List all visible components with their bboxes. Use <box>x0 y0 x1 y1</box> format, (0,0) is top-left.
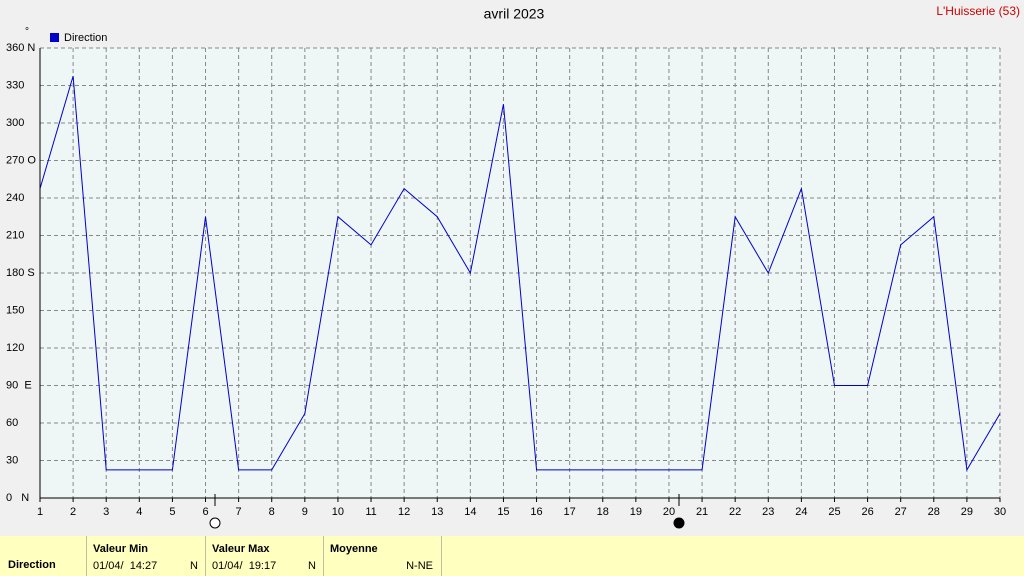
x-tick-label: 27 <box>895 506 907 518</box>
x-tick-label: 11 <box>365 506 376 518</box>
x-tick-label: 7 <box>236 506 242 518</box>
y-tick-label: 360 N <box>6 42 35 54</box>
legend-swatch <box>50 33 59 42</box>
stat-value: N <box>190 560 198 572</box>
location: L'Huisserie (53) <box>936 4 1020 18</box>
x-tick-label: 5 <box>169 506 175 518</box>
x-tick-label: 13 <box>431 506 443 518</box>
x-tick-label: 9 <box>302 506 308 518</box>
stats-table: Direction Valeur Min 01/04/ 14:27 N Vale… <box>0 536 1024 576</box>
x-tick-label: 26 <box>861 506 873 518</box>
stat-date: 01/04/ 14:27 <box>93 560 158 572</box>
x-tick-label: 12 <box>398 506 410 518</box>
y-tick-label: 210 <box>6 229 24 241</box>
new-moon <box>673 517 685 529</box>
y-tick-label: 150 <box>6 304 24 316</box>
y-tick-label: 0 N <box>6 492 29 504</box>
x-tick-label: 8 <box>269 506 275 518</box>
stat-date: 01/04/ 19:17 <box>212 560 277 572</box>
y-tick-label: 270 O <box>6 154 36 166</box>
y-tick-label: 120 <box>6 342 24 354</box>
x-tick-label: 20 <box>663 506 675 518</box>
x-tick-label: 15 <box>497 506 509 518</box>
y-tick-label: 300 <box>6 117 24 129</box>
x-tick-label: 2 <box>70 506 76 518</box>
x-tick-label: 21 <box>696 506 708 518</box>
y-tick-label: 330 <box>6 79 24 91</box>
col-header: Valeur Min <box>93 543 149 555</box>
y-tick-label: 240 <box>6 192 24 204</box>
x-tick-label: 1 <box>37 506 43 518</box>
stat-value: N-NE <box>406 560 433 572</box>
row-label: Direction <box>8 559 56 571</box>
x-tick-label: 3 <box>103 506 109 518</box>
y-tick-label: 30 <box>6 454 18 466</box>
x-tick-label: 29 <box>961 506 973 518</box>
col-header: Valeur Max <box>212 543 270 555</box>
y-tick-label: 60 <box>6 417 18 429</box>
y-unit: ° <box>25 27 29 38</box>
stat-value: N <box>308 560 316 572</box>
table-col: Valeur Min 01/04/ 14:27 N <box>87 536 206 576</box>
x-tick-label: 22 <box>729 506 741 518</box>
x-tick-label: 19 <box>630 506 642 518</box>
table-col: Valeur Max 01/04/ 19:17 N <box>206 536 324 576</box>
x-tick-label: 10 <box>332 506 344 518</box>
chart-title: avril 2023 <box>484 6 545 22</box>
full-moon <box>209 517 221 529</box>
series-line <box>39 75 1001 472</box>
x-tick-label: 18 <box>597 506 609 518</box>
x-tick-label: 4 <box>136 506 142 518</box>
y-tick-label: 180 S <box>6 267 35 279</box>
legend-label: Direction <box>64 32 107 44</box>
table-col: Direction <box>0 536 87 576</box>
table-col: Moyenne N-NE <box>324 536 442 576</box>
x-tick-label: 16 <box>530 506 542 518</box>
x-tick-label: 24 <box>795 506 807 518</box>
y-tick-label: 90 E <box>6 379 32 391</box>
x-tick-label: 23 <box>762 506 774 518</box>
x-tick-label: 17 <box>564 506 576 518</box>
x-tick-label: 25 <box>828 506 840 518</box>
col-header: Moyenne <box>330 543 378 555</box>
x-tick-label: 14 <box>464 506 476 518</box>
chart: avril 2023 L'Huisserie (53) ° Direction … <box>6 4 1020 529</box>
x-tick-label: 6 <box>202 506 208 518</box>
x-tick-label: 28 <box>928 506 940 518</box>
x-tick-label: 30 <box>994 506 1006 518</box>
